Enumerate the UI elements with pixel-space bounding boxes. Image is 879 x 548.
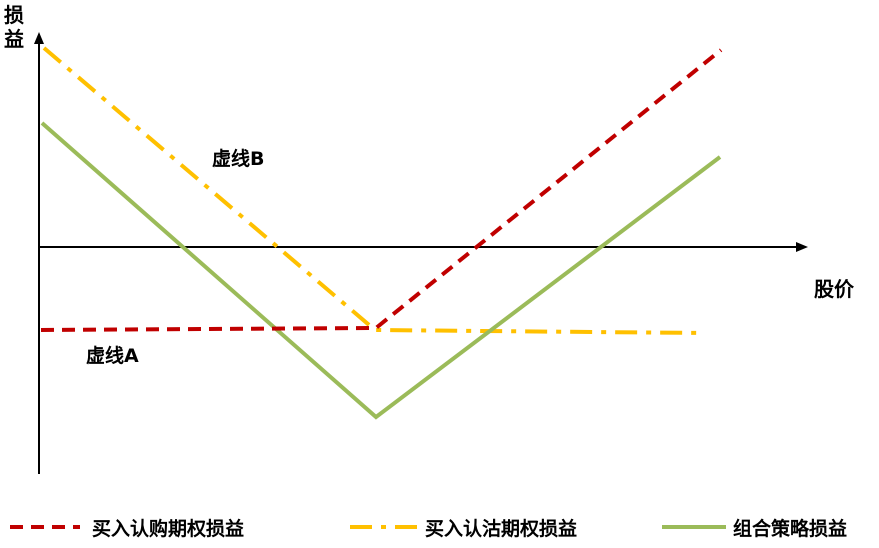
legend: 买入认购期权损益 买入认沽期权损益 组合策略损益 xyxy=(10,517,847,540)
combo-payoff-line xyxy=(40,121,722,420)
legend-label-put: 买入认沽期权损益 xyxy=(425,517,577,540)
y-axis-label-char-1: 损 xyxy=(4,3,24,27)
y-axis-arrowhead xyxy=(34,32,44,44)
y-axis-label-char-2: 益 xyxy=(4,27,24,51)
put-payoff-line xyxy=(42,46,704,335)
x-axis-arrowhead xyxy=(796,242,808,252)
legend-label-call: 买入认购期权损益 xyxy=(92,517,244,540)
call-payoff-line xyxy=(40,48,723,332)
x-axis-label: 股价 xyxy=(814,277,855,301)
annotation-line-a: 虚线A xyxy=(86,344,139,367)
legend-label-combo: 组合策略损益 xyxy=(733,517,847,540)
annotation-line-b: 虚线B xyxy=(212,147,264,170)
